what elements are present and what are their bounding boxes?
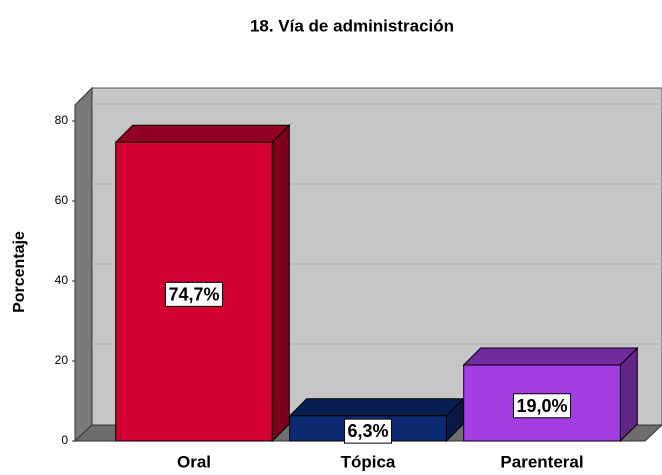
x-tick-label: Tópica (341, 452, 396, 471)
y-tick-label: 80 (55, 113, 69, 127)
y-tick-label: 0 (61, 433, 68, 447)
bar-side (271, 123, 290, 443)
y-axis-label: Porcentaje (11, 231, 28, 313)
chart-title: 18. Vía de administración (250, 16, 454, 35)
bar-top (114, 124, 291, 143)
x-tick-label: Oral (177, 452, 211, 471)
value-label-box (343, 418, 393, 444)
y-tick-label: 40 (55, 273, 69, 287)
x-tick-label: Parenteral (500, 452, 583, 471)
value-label: 74,7% (168, 284, 219, 304)
bar-top (288, 398, 465, 417)
value-label: 19,0% (516, 396, 567, 416)
value-label: 6,3% (347, 421, 388, 441)
y-tick-label: 20 (55, 353, 69, 367)
value-label-box (164, 281, 224, 307)
y-tick-label: 60 (55, 193, 69, 207)
side-wall (74, 86, 93, 443)
value-label-box (512, 393, 572, 419)
bar-top (462, 347, 639, 366)
